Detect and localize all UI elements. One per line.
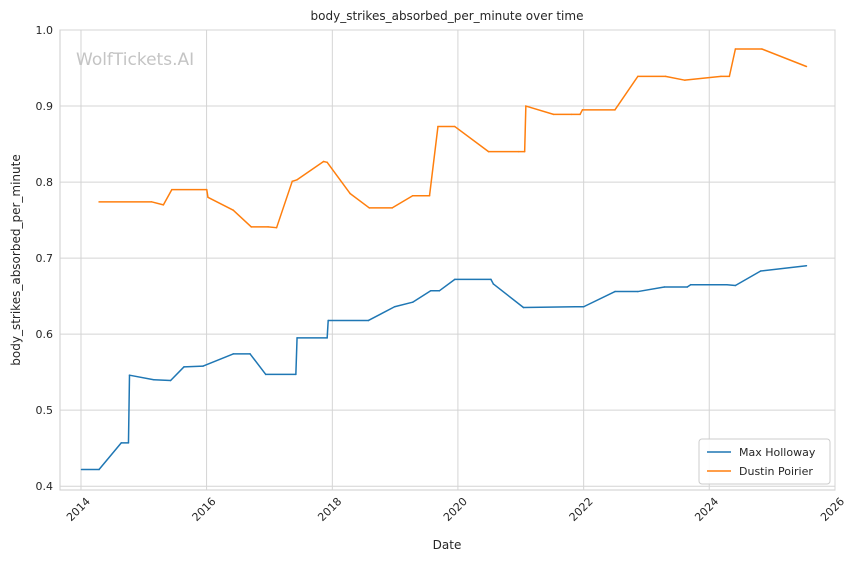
line-segment-max-holloway <box>438 278 456 292</box>
legend-label-max-holloway: Max Holloway <box>739 446 816 459</box>
y-tick-label: 0.9 <box>36 100 54 113</box>
line-segment-max-holloway <box>734 270 762 287</box>
line-segment-max-holloway <box>98 442 122 471</box>
line-segment-dustin-poirier <box>162 188 173 206</box>
y-tick-label: 0.8 <box>36 176 54 189</box>
line-segment-max-holloway <box>367 306 396 322</box>
line-segment-dustin-poirier <box>728 48 737 78</box>
line-segment-dustin-poirier <box>150 201 165 206</box>
line-segment-dustin-poirier <box>579 109 584 116</box>
chart-title: body_strikes_absorbed_per_minute over ti… <box>311 9 584 23</box>
line-segment-max-holloway <box>492 283 525 309</box>
line-segment-dustin-poirier <box>684 75 722 81</box>
y-tick-label: 0.7 <box>36 252 54 265</box>
x-tick-label: 2014 <box>64 495 93 524</box>
x-tick-label: 2020 <box>441 495 470 524</box>
line-segment-dustin-poirier <box>326 161 351 195</box>
x-axis-title: Date <box>433 538 462 552</box>
grid <box>60 29 836 490</box>
line-segment-max-holloway <box>127 374 131 444</box>
line-segment-dustin-poirier <box>349 192 371 209</box>
line-segment-dustin-poirier <box>275 180 293 229</box>
y-axis: 0.4 0.5 0.6 0.7 0.8 0.9 1.0 <box>36 24 54 493</box>
line-segment-max-holloway <box>326 319 329 339</box>
y-axis-title: body_strikes_absorbed_per_minute <box>9 154 23 365</box>
line-segment-dustin-poirier <box>454 125 490 153</box>
series-dustin-poirier <box>98 48 808 229</box>
line-segment-dustin-poirier <box>523 105 527 153</box>
x-axis: 2014 2016 2018 2020 2022 2024 2026 <box>64 495 847 524</box>
line-segment-dustin-poirier <box>267 226 278 229</box>
line-segment-dustin-poirier <box>207 196 234 211</box>
line-segment-dustin-poirier <box>291 179 298 183</box>
line-segment-dustin-poirier <box>391 195 414 209</box>
line-segment-dustin-poirier <box>296 160 325 181</box>
line-segment-max-holloway <box>183 365 204 368</box>
line-segment-dustin-poirier <box>232 209 253 228</box>
line-segment-dustin-poirier <box>761 48 808 68</box>
line-segment-max-holloway <box>249 353 267 376</box>
line-segment-max-holloway <box>393 301 414 308</box>
line-segment-dustin-poirier <box>428 125 439 197</box>
line-segment-dustin-poirier <box>525 105 555 116</box>
x-tick-label: 2026 <box>818 495 847 524</box>
legend-label-dustin-poirier: Dustin Poirier <box>739 465 813 478</box>
y-tick-label: 1.0 <box>36 24 54 37</box>
line-segment-max-holloway <box>522 306 576 309</box>
line-segment-max-holloway <box>128 374 155 381</box>
y-tick-label: 0.5 <box>36 404 54 417</box>
watermark: WolfTickets.AI <box>76 50 194 70</box>
line-segment-max-holloway <box>490 278 495 285</box>
y-tick-label: 0.6 <box>36 328 54 341</box>
series-layer <box>80 48 808 471</box>
y-tick-label: 0.4 <box>36 480 54 493</box>
series-max-holloway <box>80 264 808 471</box>
legend-box <box>698 438 831 485</box>
line-segment-max-holloway <box>582 290 616 308</box>
x-tick-label: 2024 <box>692 495 721 524</box>
line-segment-dustin-poirier <box>205 188 209 199</box>
line-segment-max-holloway <box>637 286 666 293</box>
line-segment-max-holloway <box>759 264 808 272</box>
line-segment-dustin-poirier <box>664 75 686 81</box>
line-segment-max-holloway <box>153 379 172 382</box>
legend: Max Holloway Dustin Poirier <box>698 438 831 485</box>
x-tick-label: 2016 <box>190 495 219 524</box>
line-segment-dustin-poirier <box>614 75 639 111</box>
plot-area <box>59 29 836 491</box>
x-tick-label: 2018 <box>315 495 344 524</box>
line-segment-max-holloway <box>726 283 737 287</box>
line-segment-max-holloway <box>295 337 298 376</box>
line-segment-max-holloway <box>169 366 185 382</box>
x-tick-label: 2022 <box>567 495 596 524</box>
line-segment-max-holloway <box>411 290 432 303</box>
line-segment-max-holloway <box>202 353 234 367</box>
